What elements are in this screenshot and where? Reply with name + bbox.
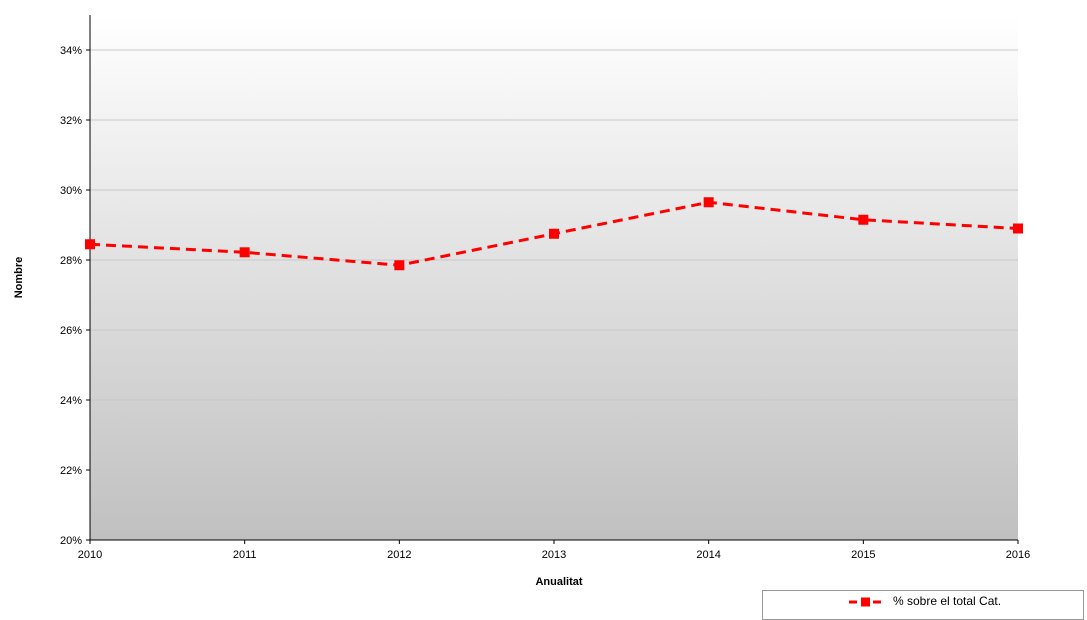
x-tick-label: 2012 xyxy=(387,549,411,561)
gridlines xyxy=(86,49,1018,541)
y-tick-label: 30% xyxy=(60,185,82,197)
data-point-marker xyxy=(549,228,559,239)
y-tick-label: 34% xyxy=(60,45,82,57)
x-tick-label: 2016 xyxy=(1006,549,1030,561)
x-tick-label: 2010 xyxy=(78,549,102,561)
data-point-marker xyxy=(858,214,869,225)
y-tick-label: 32% xyxy=(60,115,82,127)
plot-area xyxy=(90,15,1018,540)
x-tick-label: 2011 xyxy=(233,549,257,561)
x-tick-label: 2013 xyxy=(542,549,566,561)
data-point-marker xyxy=(1013,223,1023,234)
legend: % sobre el total Cat. xyxy=(762,590,1084,620)
data-point-marker xyxy=(85,239,95,250)
legend-label: % sobre el total Cat. xyxy=(893,594,1002,608)
data-point-marker xyxy=(394,260,405,271)
y-tick-label: 20% xyxy=(60,535,82,547)
data-point-marker xyxy=(239,247,250,258)
data-point-marker xyxy=(703,197,714,208)
axes xyxy=(89,15,1019,544)
y-tick-label: 22% xyxy=(60,465,82,477)
y-tick-labels: 20% 22% 24% 26% 28% 30% 32% 34% xyxy=(60,45,82,547)
legend-swatch-icon xyxy=(849,597,883,607)
y-axis-title: Nombre xyxy=(13,257,25,299)
y-tick-label: 24% xyxy=(60,395,82,407)
x-axis-title: Anualitat xyxy=(535,576,582,588)
x-tick-label: 2014 xyxy=(696,549,720,561)
y-tick-label: 26% xyxy=(60,325,82,337)
series xyxy=(85,197,1023,271)
y-tick-label: 28% xyxy=(60,255,82,267)
x-tick-labels: 2010 2011 2012 2013 2014 2015 2016 xyxy=(78,549,1030,561)
x-tick-label: 2015 xyxy=(851,549,875,561)
